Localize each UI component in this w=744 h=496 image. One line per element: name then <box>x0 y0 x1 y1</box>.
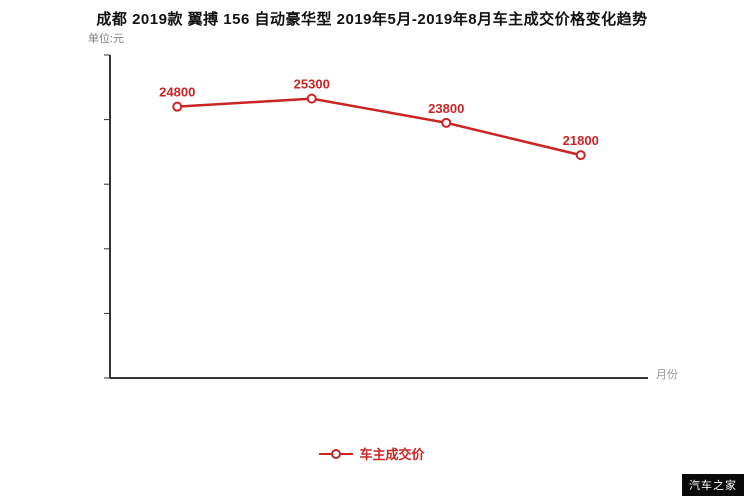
data-point-marker <box>575 150 586 161</box>
watermark-logo: 汽车之家 <box>682 474 744 496</box>
data-point-value-label: 24800 <box>159 85 195 100</box>
data-point-value-label: 23800 <box>428 101 464 116</box>
data-point-value-label: 21800 <box>563 133 599 148</box>
chart-legend: 车主成交价 <box>0 444 744 463</box>
chart-title: 成都 2019款 翼搏 156 自动豪华型 2019年5月-2019年8月车主成… <box>96 11 648 28</box>
price-series-line <box>177 97 582 157</box>
legend-label: 车主成交价 <box>359 447 425 462</box>
y-axis-unit-label: 单位:元 <box>88 33 125 45</box>
legend-line-marker-icon <box>319 448 354 459</box>
data-point-marker <box>306 93 317 104</box>
data-point-value-label: 25300 <box>294 77 330 92</box>
x-axis-label: 月份 <box>656 369 678 381</box>
data-point-marker <box>441 117 452 128</box>
data-point-marker <box>172 101 183 112</box>
